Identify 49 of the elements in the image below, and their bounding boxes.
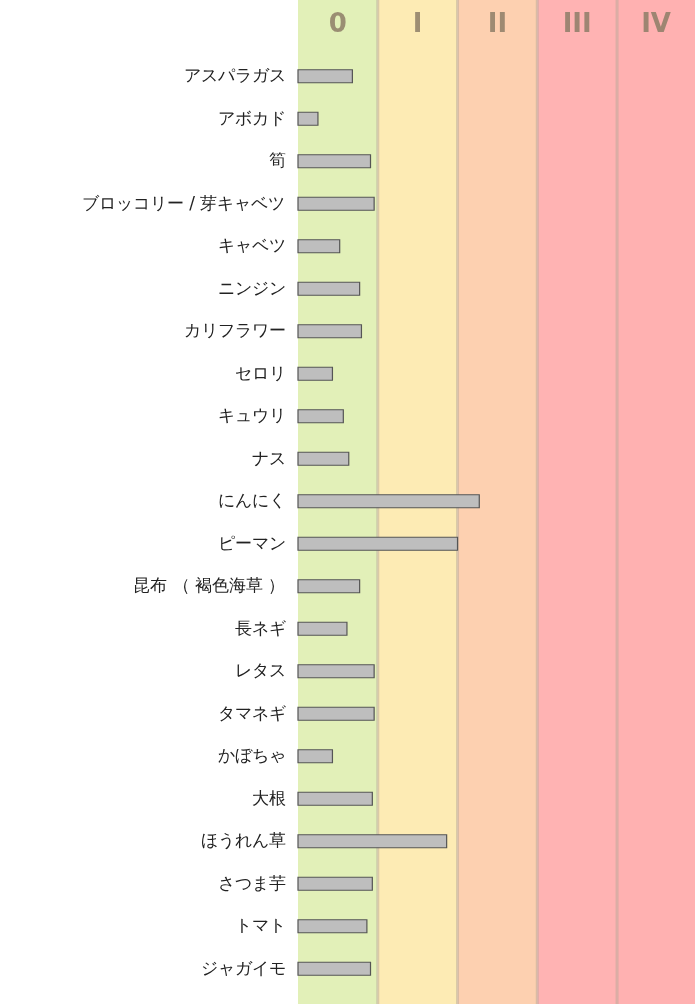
y-tick-label: キュウリ	[217, 405, 286, 426]
bar	[297, 366, 334, 381]
y-tick-label: 昆布 （ 褐色海草 ）	[133, 575, 286, 596]
bar	[297, 69, 353, 84]
y-tick-label: アスパラガス	[183, 65, 286, 86]
bar	[297, 621, 348, 636]
bar	[297, 196, 375, 211]
y-tick-label: ほうれん草	[200, 830, 286, 851]
bar	[297, 876, 373, 891]
bar	[297, 111, 319, 126]
band-label: IV	[641, 8, 671, 38]
band-label: 0	[328, 8, 347, 38]
y-tick-label: ブロッコリー / 芽キャベツ	[81, 192, 286, 213]
y-tick-label: 筍	[268, 150, 286, 171]
y-tick-label: かぼちゃ	[217, 745, 286, 766]
bar	[297, 536, 459, 551]
y-tick-label: キャベツ	[217, 235, 286, 256]
bar	[297, 834, 448, 849]
bar	[297, 281, 361, 296]
bar	[297, 961, 372, 976]
y-tick-label: ナス	[251, 447, 286, 468]
band-label: III	[562, 8, 592, 38]
bar	[297, 579, 361, 594]
bar	[297, 494, 480, 509]
y-tick-label: ニンジン	[217, 277, 286, 298]
bar	[297, 749, 334, 764]
y-tick-label: さつま芋	[217, 872, 286, 893]
bar	[297, 239, 341, 254]
y-tick-label: 大根	[251, 787, 286, 808]
y-tick-label: アボカド	[217, 107, 286, 128]
bar	[297, 791, 373, 806]
y-tick-label: トマト	[234, 915, 286, 936]
bar	[297, 451, 350, 466]
y-tick-label: レタス	[234, 660, 286, 681]
band-label: I	[412, 8, 423, 38]
bar	[297, 664, 375, 679]
band-label: II	[487, 8, 508, 38]
bar	[297, 706, 375, 721]
y-tick-label: セロリ	[234, 362, 286, 383]
y-tick-label: 長ネギ	[234, 617, 286, 638]
y-tick-label: ピーマン	[217, 532, 286, 553]
y-tick-label: ジャガイモ	[200, 957, 286, 978]
bar	[297, 324, 363, 339]
bar	[297, 919, 368, 934]
y-tick-label: にんにく	[217, 490, 286, 511]
y-tick-label: タマネギ	[217, 702, 286, 723]
y-tick-label: カリフラワー	[183, 320, 286, 341]
bar	[297, 409, 344, 424]
bar	[297, 154, 372, 169]
